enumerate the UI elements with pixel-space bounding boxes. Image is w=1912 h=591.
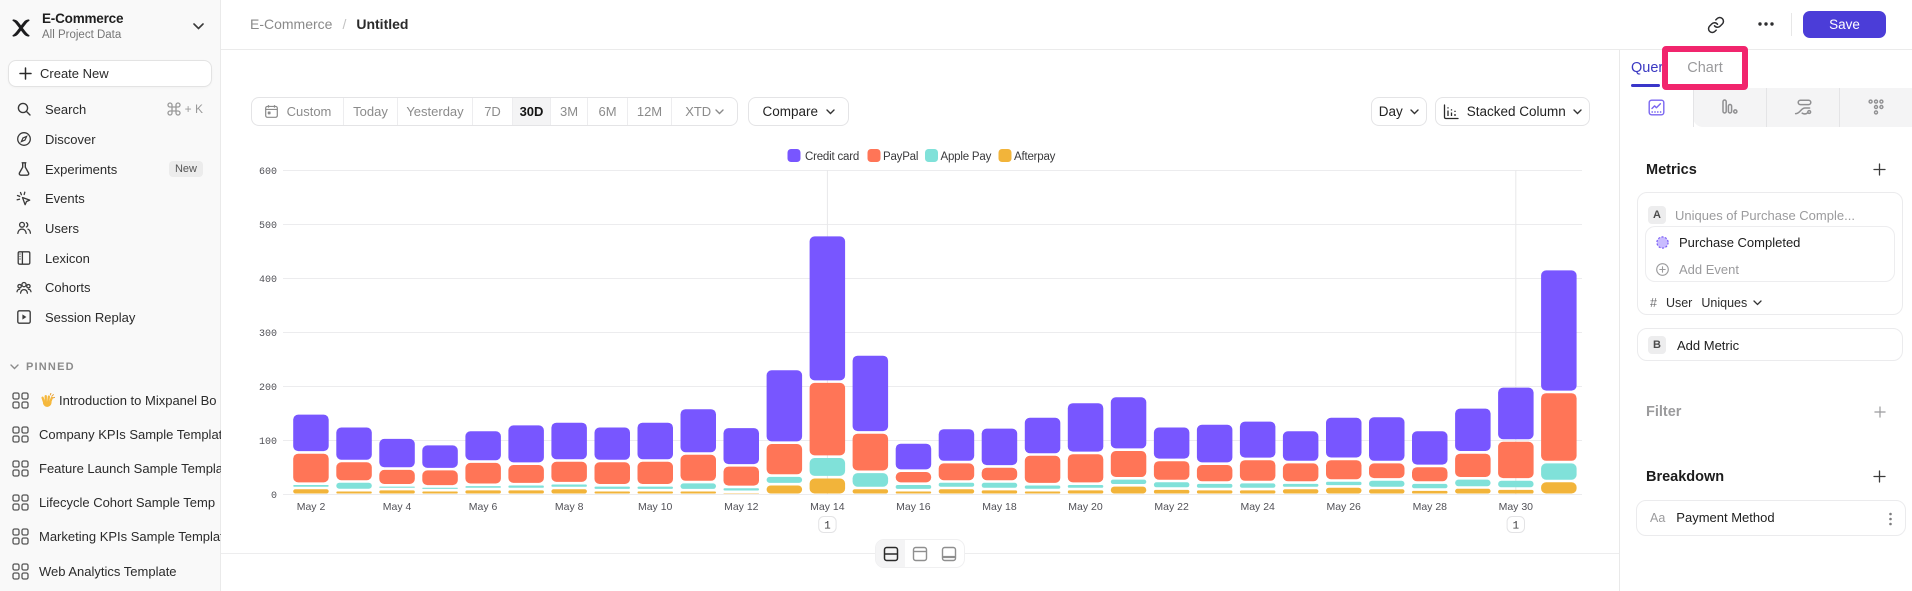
svg-text:May 28: May 28 [1413,501,1448,513]
svg-text:1: 1 [1512,521,1519,533]
svg-text:Afterpay: Afterpay [1014,151,1056,163]
svg-text:0: 0 [271,491,277,502]
svg-text:100: 100 [259,437,277,448]
svg-text:May 22: May 22 [1154,501,1189,513]
svg-text:May 6: May 6 [469,501,498,513]
svg-text:May 18: May 18 [982,501,1017,513]
svg-text:400: 400 [259,275,277,286]
svg-text:May 12: May 12 [724,501,759,513]
svg-text:May 10: May 10 [638,501,673,513]
svg-text:May 8: May 8 [555,501,584,513]
svg-text:May 26: May 26 [1326,501,1361,513]
svg-text:PayPal: PayPal [883,151,918,163]
svg-text:500: 500 [259,221,277,232]
svg-text:300: 300 [259,329,277,340]
svg-text:May 30: May 30 [1499,501,1534,513]
svg-text:600: 600 [259,167,277,178]
svg-text:200: 200 [259,383,277,394]
svg-text:Credit card: Credit card [805,151,859,163]
svg-text:May 20: May 20 [1068,501,1103,513]
svg-text:May 2: May 2 [297,501,326,513]
svg-text:May 16: May 16 [896,501,931,513]
svg-text:May 4: May 4 [383,501,412,513]
svg-text:1: 1 [824,521,831,533]
svg-text:Apple Pay: Apple Pay [941,151,992,163]
svg-text:May 14: May 14 [810,501,845,513]
svg-text:May 24: May 24 [1240,501,1275,513]
